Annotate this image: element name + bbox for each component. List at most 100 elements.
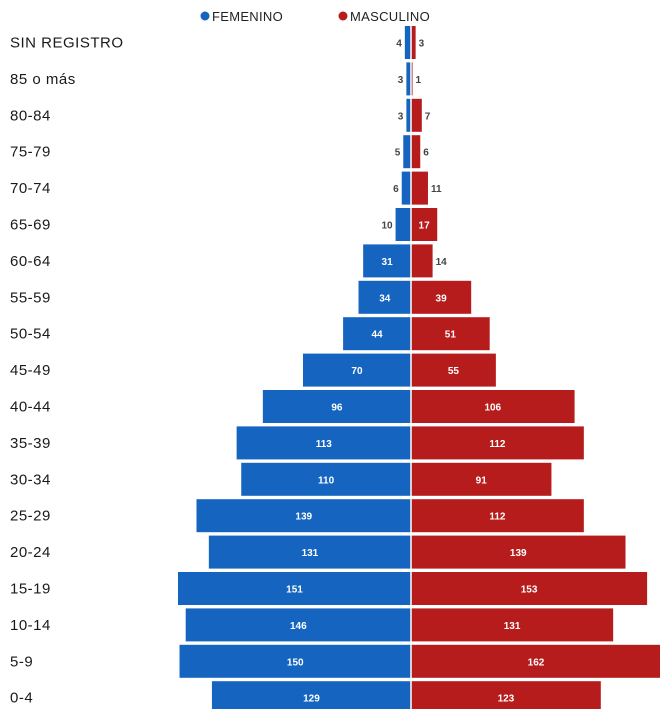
bar-femenino xyxy=(177,572,411,605)
bar-masculino xyxy=(411,244,433,278)
category-label: 55-59 xyxy=(10,289,51,306)
value-label-femenino: 70 xyxy=(351,366,363,377)
value-label-masculino: 1 xyxy=(416,75,422,86)
category-label: 80-84 xyxy=(10,107,51,124)
value-label-femenino: 10 xyxy=(381,221,393,232)
bar-masculino xyxy=(411,280,472,314)
bar-femenino xyxy=(185,608,411,642)
bar-femenino xyxy=(179,644,411,678)
value-label-femenino: 4 xyxy=(396,39,402,50)
category-labels: SIN REGISTRO 85 o más 80-84 75-79 70-74 65-69… xyxy=(10,35,124,707)
value-label-masculino: 139 xyxy=(510,548,527,559)
category-label: 70-74 xyxy=(10,180,51,197)
value-label-masculino: 112 xyxy=(489,512,506,523)
legend-label-masculino: MASCULINO xyxy=(350,9,430,24)
category-label: 5-9 xyxy=(10,653,33,670)
category-label: 60-64 xyxy=(10,253,51,270)
value-label-masculino: 17 xyxy=(419,221,431,232)
bar-femenino xyxy=(196,499,411,533)
bar-masculino xyxy=(411,535,626,569)
value-label-femenino: 96 xyxy=(331,403,343,414)
value-label-masculino: 39 xyxy=(436,293,448,304)
value-label-masculino: 123 xyxy=(498,694,515,705)
bar-masculino xyxy=(411,644,660,678)
value-label-masculino: 131 xyxy=(504,621,521,632)
bar-masculino xyxy=(411,390,575,423)
legend-label-femenino: FEMENINO xyxy=(212,9,283,24)
category-label: 0-4 xyxy=(10,690,33,707)
category-label: 75-79 xyxy=(10,144,51,161)
category-label: 30-34 xyxy=(10,471,51,488)
bar-femenino xyxy=(358,280,411,314)
category-label: 50-54 xyxy=(10,326,51,343)
value-label-femenino: 110 xyxy=(318,475,335,486)
category-label: 10-14 xyxy=(10,617,51,634)
value-label-femenino: 139 xyxy=(295,512,312,523)
legend-marker-femenino xyxy=(200,11,210,21)
bar-masculino xyxy=(411,426,584,460)
bar-masculino xyxy=(411,499,584,533)
value-label-masculino: 51 xyxy=(445,330,457,341)
bar-femenino xyxy=(343,317,411,351)
bar-femenino xyxy=(236,426,411,460)
bar-masculino xyxy=(411,353,496,387)
bar-femenino xyxy=(404,26,411,59)
value-label-femenino: 113 xyxy=(316,439,333,450)
category-label: 65-69 xyxy=(10,217,51,234)
legend: FEMENINO MASCULINO xyxy=(200,9,430,24)
value-label-femenino: 131 xyxy=(302,548,319,559)
category-label: 85 o más xyxy=(10,71,76,88)
bar-masculino xyxy=(411,681,601,709)
bar-femenino xyxy=(395,208,411,241)
category-label: 25-29 xyxy=(10,508,51,525)
category-label: 45-49 xyxy=(10,362,51,379)
bar-femenino xyxy=(241,462,411,496)
bar-masculino xyxy=(411,62,413,96)
value-label-masculino: 106 xyxy=(484,403,501,414)
bar-femenino xyxy=(302,353,411,387)
bar-masculino xyxy=(411,26,416,59)
category-label: 40-44 xyxy=(10,399,51,416)
value-label-femenino: 146 xyxy=(290,621,307,632)
bar-femenino xyxy=(401,171,411,205)
value-label-femenino: 31 xyxy=(382,257,394,268)
category-label: 35-39 xyxy=(10,435,51,452)
bar-masculino xyxy=(411,317,490,351)
bar-femenino xyxy=(262,390,411,423)
bar-femenino xyxy=(211,681,411,709)
bar-masculino xyxy=(411,135,421,169)
bar-masculino xyxy=(411,98,422,132)
legend-marker-masculino xyxy=(338,11,348,21)
value-label-femenino: 5 xyxy=(395,148,401,159)
value-label-femenino: 34 xyxy=(379,293,391,304)
value-label-masculino: 11 xyxy=(431,184,442,195)
value-label-femenino: 6 xyxy=(393,184,399,195)
value-label-femenino: 129 xyxy=(303,694,320,705)
value-label-femenino: 3 xyxy=(398,111,404,122)
value-label-masculino: 91 xyxy=(476,475,488,486)
value-label-femenino: 150 xyxy=(287,657,304,668)
value-label-masculino: 14 xyxy=(436,257,448,268)
value-label-masculino: 55 xyxy=(448,366,460,377)
value-label-masculino: 112 xyxy=(489,439,506,450)
value-label-femenino: 44 xyxy=(371,330,383,341)
value-label-femenino: 151 xyxy=(286,585,303,596)
bar-masculino xyxy=(411,208,438,241)
bar-femenino xyxy=(208,535,411,569)
bar-masculino xyxy=(411,171,428,205)
value-label-masculino: 3 xyxy=(419,39,425,50)
bar-femenino xyxy=(363,244,411,278)
bar-masculino xyxy=(411,462,552,496)
bar-masculino xyxy=(411,608,614,642)
value-label-masculino: 6 xyxy=(423,148,429,159)
value-label-femenino: 3 xyxy=(398,75,404,86)
bar-femenino xyxy=(406,62,411,96)
category-label: 15-19 xyxy=(10,581,51,598)
bar-masculino xyxy=(411,572,648,605)
value-label-masculino: 162 xyxy=(528,657,545,668)
category-label: SIN REGISTRO xyxy=(10,35,124,52)
value-label-masculino: 153 xyxy=(521,585,538,596)
bar-femenino xyxy=(406,98,411,132)
